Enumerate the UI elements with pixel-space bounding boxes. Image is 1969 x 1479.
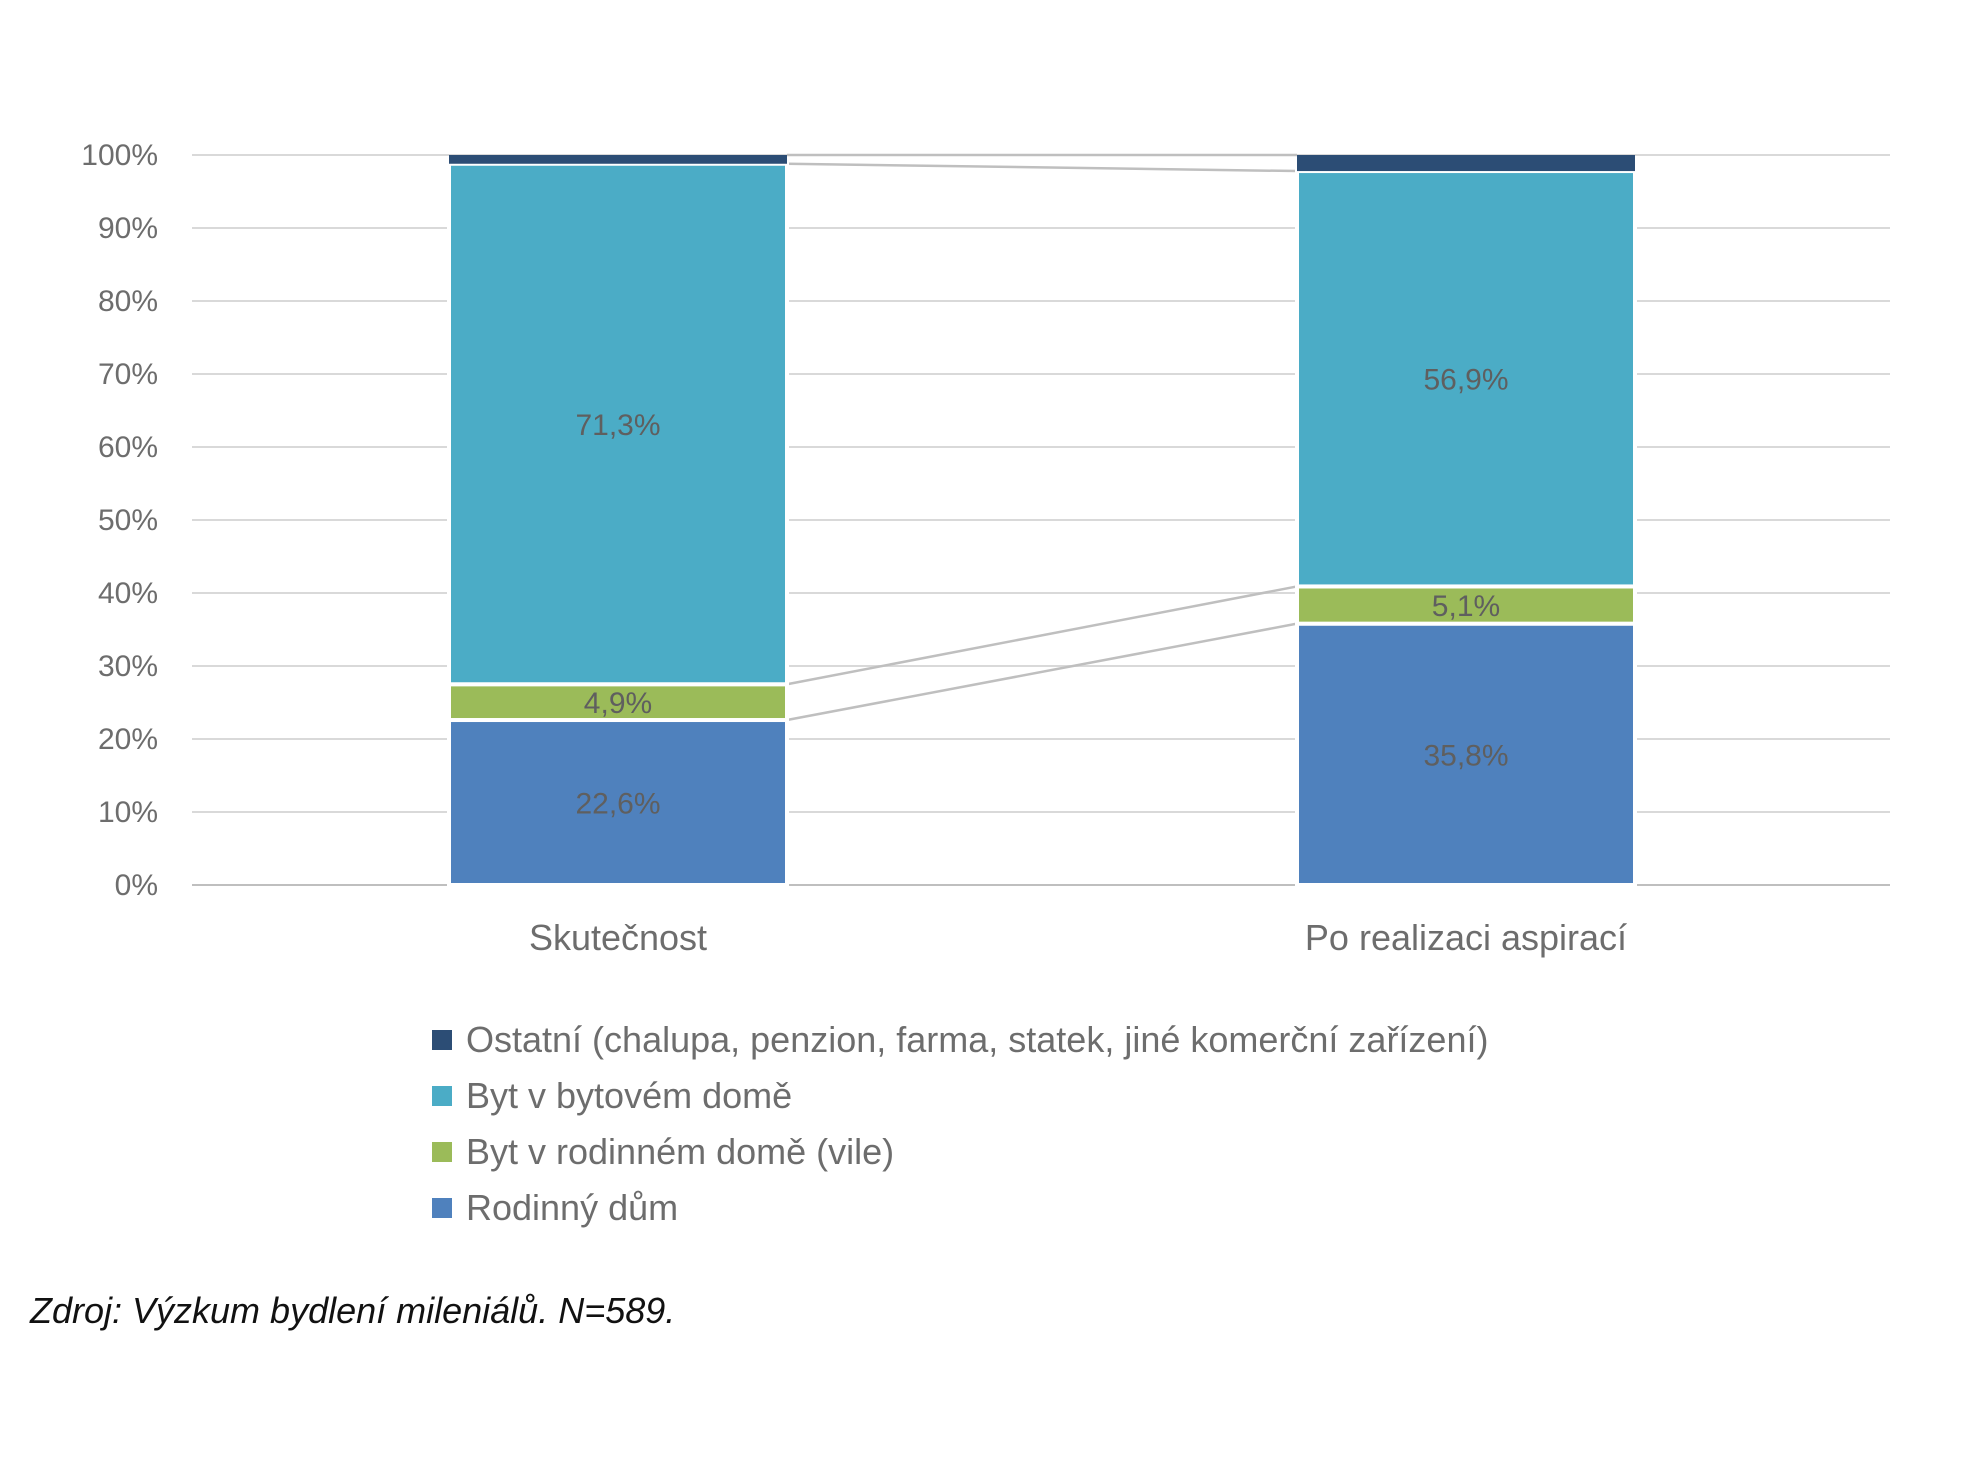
y-tick-label: 20% [98,723,158,756]
legend-item: Byt v rodinném domě (vile) [432,1124,1488,1180]
bar-segment [1295,621,1637,887]
y-tick-label: 80% [98,285,158,318]
y-tick-label: 30% [98,650,158,683]
legend-item: Rodinný dům [432,1180,1488,1236]
legend-label: Rodinný dům [466,1187,679,1228]
data-label: 4,9% [584,687,652,720]
y-tick-label: 0% [115,869,158,902]
y-tick-label: 60% [98,431,158,464]
bar-segment [449,155,787,164]
source-note: Zdroj: Výzkum bydlení mileniálů. N=589. [30,1290,676,1331]
data-label: 35,8% [1423,739,1508,772]
data-label: 22,6% [575,788,660,821]
legend-swatch [432,1198,452,1218]
legend-item: Ostatní (chalupa, penzion, farma, statek… [432,1012,1488,1068]
legend-swatch [432,1030,452,1050]
legend-label: Byt v bytovém domě [466,1075,793,1116]
legend-item: Byt v bytovém domě [432,1068,1488,1124]
y-tick-label: 90% [98,212,158,245]
y-tick-label: 100% [81,139,158,172]
bars [447,155,1637,888]
legend-label: Byt v rodinném domě (vile) [466,1131,895,1172]
x-category-label: Po realizaci aspirací [1305,917,1627,958]
x-axis: Skutečnost Po realizaci aspirací [529,917,1627,958]
y-tick-label: 50% [98,504,158,537]
y-tick-label: 10% [98,796,158,829]
x-category-label: Skutečnost [529,917,707,958]
legend-label: Ostatní (chalupa, penzion, farma, statek… [466,1019,1489,1060]
stacked-bar-chart: 0% 10% 20% 30% 40% 50% 60% 70% 80% 90% 100% 22,6% 4… [81,139,1890,958]
legend-swatch [432,1086,452,1106]
data-label: 56,9% [1423,364,1508,397]
series-line [786,622,1298,722]
y-tick-label: 40% [98,577,158,610]
data-label: 5,1% [1432,590,1500,623]
bar-segment [447,718,789,888]
legend: Ostatní (chalupa, penzion, farma, statek… [432,1012,1488,1236]
bar-segment [1297,155,1635,172]
y-axis: 0% 10% 20% 30% 40% 50% 60% 70% 80% 90% 100% [81,139,158,902]
series-line [786,585,1298,686]
y-tick-label: 70% [98,358,158,391]
data-label: 71,3% [575,409,660,442]
data-labels: 22,6% 4,9% 71,3% 35,8% 5,1% 56,9% [575,364,1508,821]
series-lines [786,153,1298,722]
series-line [786,162,1298,173]
legend-swatch [432,1142,452,1162]
